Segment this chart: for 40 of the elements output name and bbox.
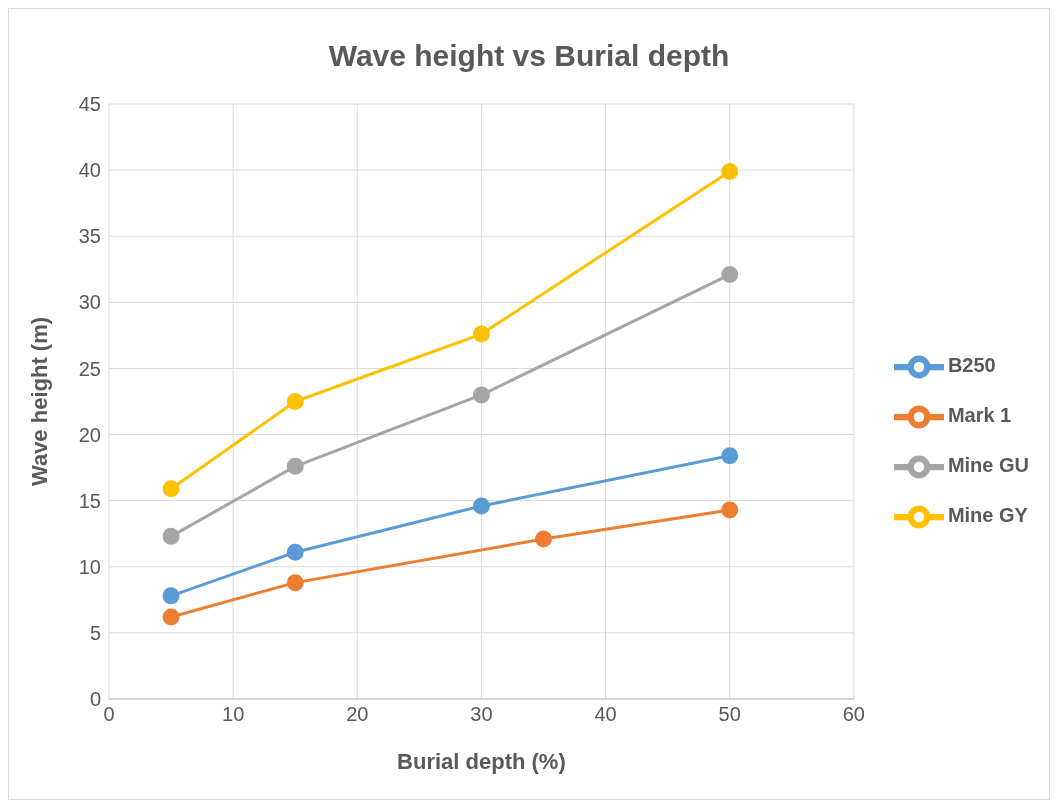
point (162, 587, 180, 605)
point (286, 543, 304, 561)
y-tick-label: 20 (78, 423, 101, 446)
point (286, 574, 304, 592)
x-tick-label: 10 (222, 703, 245, 726)
point (535, 530, 553, 548)
point (721, 501, 739, 519)
y-tick-label: 40 (78, 159, 101, 182)
x-tick-label: 0 (103, 703, 115, 726)
legend-label: Mine GY (947, 503, 1028, 526)
y-tick-label: 10 (78, 555, 101, 578)
x-tick-label: 50 (718, 703, 741, 726)
point (472, 325, 490, 343)
x-axis-title: Burial depth (%) (397, 749, 566, 774)
point (472, 386, 490, 404)
y-tick-label: 45 (78, 93, 101, 116)
point (162, 608, 180, 626)
legend-label: B250 (947, 353, 996, 376)
point (721, 266, 739, 284)
point (286, 393, 304, 410)
legend-label: Mine GU (947, 453, 1029, 476)
point (286, 457, 304, 475)
y-tick-label: 30 (78, 291, 101, 314)
y-tick-label: 5 (89, 621, 101, 644)
legend-label: Mark 1 (947, 403, 1012, 426)
y-axis-title: Wave height (m) (26, 316, 52, 487)
y-tick-label: 0 (89, 688, 101, 711)
y-tick-label: 25 (78, 357, 101, 380)
x-tick-label: 40 (594, 703, 617, 726)
chart-title: Wave height vs Burial depth (327, 38, 731, 74)
x-tick-label: 20 (346, 703, 369, 726)
point (721, 162, 739, 180)
x-tick-label: 60 (842, 703, 865, 726)
point (162, 480, 180, 498)
point (472, 497, 490, 515)
y-tick-label: 15 (78, 489, 101, 512)
y-tick-label: 35 (78, 225, 101, 248)
point (162, 527, 180, 545)
point (721, 447, 739, 465)
x-tick-label: 30 (470, 703, 493, 726)
